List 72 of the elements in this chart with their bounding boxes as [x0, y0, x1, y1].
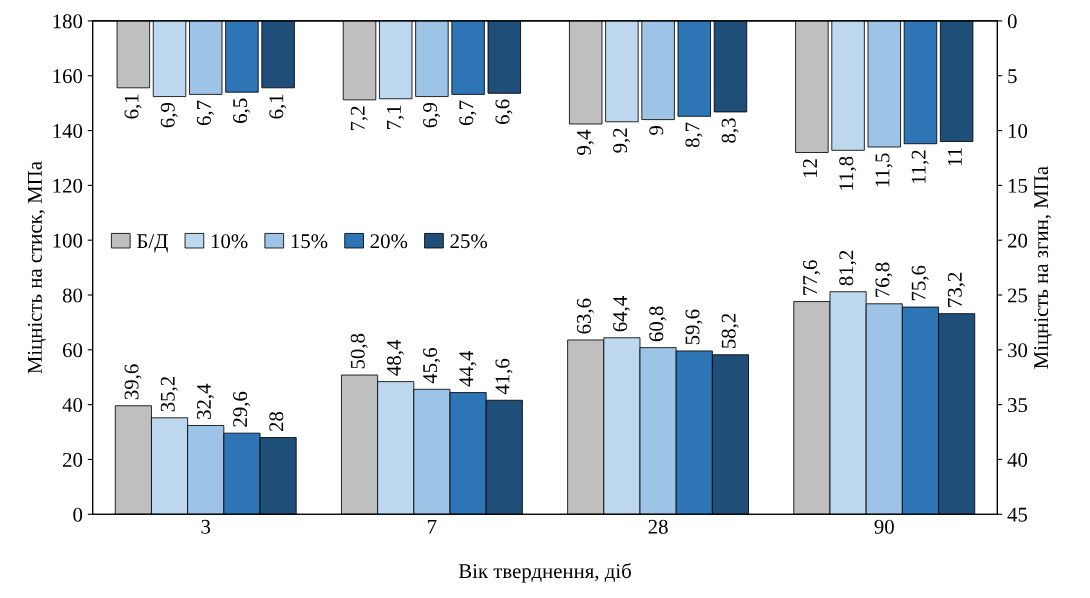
y2-tick-label: 0 — [1007, 14, 1017, 29]
data-label: 6,9 — [423, 102, 441, 128]
data-label: 7,1 — [386, 105, 404, 129]
data-label: 11,8 — [839, 156, 857, 190]
legend-label: 20% — [370, 234, 408, 249]
data-label: 77,6 — [803, 260, 821, 295]
y2-tick-label: 5 — [1008, 69, 1017, 84]
y-tick-label: 160 — [53, 69, 83, 84]
data-label: 6,7 — [459, 100, 477, 126]
data-label: 9 — [649, 126, 664, 135]
data-label: 9,4 — [576, 129, 594, 155]
data-label: 11 — [947, 148, 962, 166]
y-tick-label: 20 — [63, 452, 83, 467]
x-tick-label: 7 — [428, 519, 437, 534]
y2-tick-label: 15 — [1008, 178, 1028, 193]
y2-axis-title: Міцність на згин, МПа — [1034, 166, 1052, 369]
y2-tick-label: 30 — [1008, 343, 1028, 358]
data-label: 8,7 — [685, 122, 703, 148]
data-label: 64,4 — [613, 296, 631, 332]
data-label: 9,2 — [613, 128, 631, 153]
data-label: 7,2 — [350, 106, 368, 131]
y-tick-label: 0 — [73, 507, 83, 522]
y2-tick-label: 40 — [1007, 452, 1028, 467]
data-label: 75,6 — [911, 265, 929, 301]
data-label: 6,5 — [233, 98, 251, 123]
x-tick-label: 28 — [648, 519, 668, 534]
y-tick-label: 80 — [62, 288, 83, 303]
data-label: 59,6 — [685, 309, 703, 345]
data-label: 44,4 — [459, 350, 477, 387]
y-tick-label: 120 — [53, 178, 83, 193]
y2-tick-label: 20 — [1007, 233, 1028, 248]
y-tick-label: 60 — [62, 343, 83, 358]
data-label: 6,1 — [124, 94, 142, 119]
legend-label: Б/Д — [137, 234, 168, 253]
y2-tick-label: 45 — [1007, 507, 1028, 522]
data-label: 45,6 — [423, 347, 441, 384]
x-tick-label: 90 — [874, 519, 894, 534]
y-tick-label: 100 — [53, 233, 83, 248]
legend-label: 15% — [291, 234, 328, 249]
data-label: 12 — [803, 159, 817, 178]
data-label: 28 — [269, 411, 284, 432]
y2-tick-label: 25 — [1007, 288, 1028, 303]
legend-label: 10% — [211, 234, 248, 249]
data-label: 73,2 — [947, 272, 965, 307]
data-label: 41,6 — [495, 358, 513, 395]
data-label: 76,8 — [875, 262, 893, 297]
data-label: 6,7 — [196, 100, 214, 126]
data-label: 8,3 — [721, 118, 739, 143]
data-label: 58,2 — [721, 313, 739, 348]
y2-tick-label: 35 — [1008, 398, 1028, 413]
data-label: 60,8 — [649, 306, 667, 342]
y-axis-title: Міцність на стиск, МПа — [27, 161, 46, 374]
data-label: 6,6 — [495, 99, 513, 124]
data-label: 81,2 — [839, 250, 857, 286]
legend-label: 25% — [450, 234, 488, 249]
data-label: 39,6 — [124, 364, 142, 400]
data-label: 6,9 — [160, 102, 178, 128]
data-label: 11,2 — [911, 150, 929, 184]
y-tick-label: 140 — [53, 123, 83, 138]
x-axis-title: Вік тверднення, діб — [458, 563, 631, 583]
data-label: 50,8 — [350, 333, 368, 369]
x-tick-label: 3 — [201, 519, 211, 534]
y-tick-label: 180 — [53, 14, 83, 29]
data-label: 32,4 — [196, 383, 214, 419]
data-label: 11,5 — [875, 153, 893, 187]
data-label: 29,6 — [233, 391, 251, 427]
data-label: 6,1 — [269, 94, 287, 119]
y-tick-label: 40 — [62, 398, 83, 413]
data-label: 35,2 — [160, 376, 178, 412]
y2-tick-label: 10 — [1008, 123, 1028, 138]
data-label: 48,4 — [386, 339, 404, 376]
data-label: 63,6 — [576, 298, 594, 334]
